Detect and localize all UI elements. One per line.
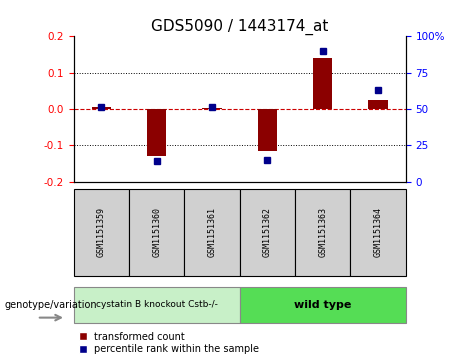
Text: wild type: wild type: [294, 300, 351, 310]
Text: genotype/variation: genotype/variation: [5, 300, 97, 310]
Text: GSM1151361: GSM1151361: [207, 207, 217, 257]
FancyBboxPatch shape: [74, 189, 129, 276]
Text: GSM1151363: GSM1151363: [318, 207, 327, 257]
Bar: [313, 58, 332, 109]
Legend: transformed count, percentile rank within the sample: transformed count, percentile rank withi…: [79, 331, 259, 355]
Bar: [258, 109, 277, 151]
Text: GSM1151364: GSM1151364: [373, 207, 383, 257]
Bar: [368, 100, 388, 109]
Text: GSM1151362: GSM1151362: [263, 207, 272, 257]
Text: GSM1151360: GSM1151360: [152, 207, 161, 257]
Bar: [202, 108, 222, 109]
FancyBboxPatch shape: [129, 189, 184, 276]
Bar: [147, 109, 166, 156]
Text: GSM1151359: GSM1151359: [97, 207, 106, 257]
Text: cystatin B knockout Cstb-/-: cystatin B knockout Cstb-/-: [96, 301, 218, 309]
FancyBboxPatch shape: [350, 189, 406, 276]
Bar: [92, 107, 111, 109]
FancyBboxPatch shape: [295, 189, 350, 276]
FancyBboxPatch shape: [240, 287, 406, 323]
FancyBboxPatch shape: [184, 189, 240, 276]
FancyBboxPatch shape: [74, 287, 240, 323]
Title: GDS5090 / 1443174_at: GDS5090 / 1443174_at: [151, 19, 328, 35]
FancyBboxPatch shape: [240, 189, 295, 276]
